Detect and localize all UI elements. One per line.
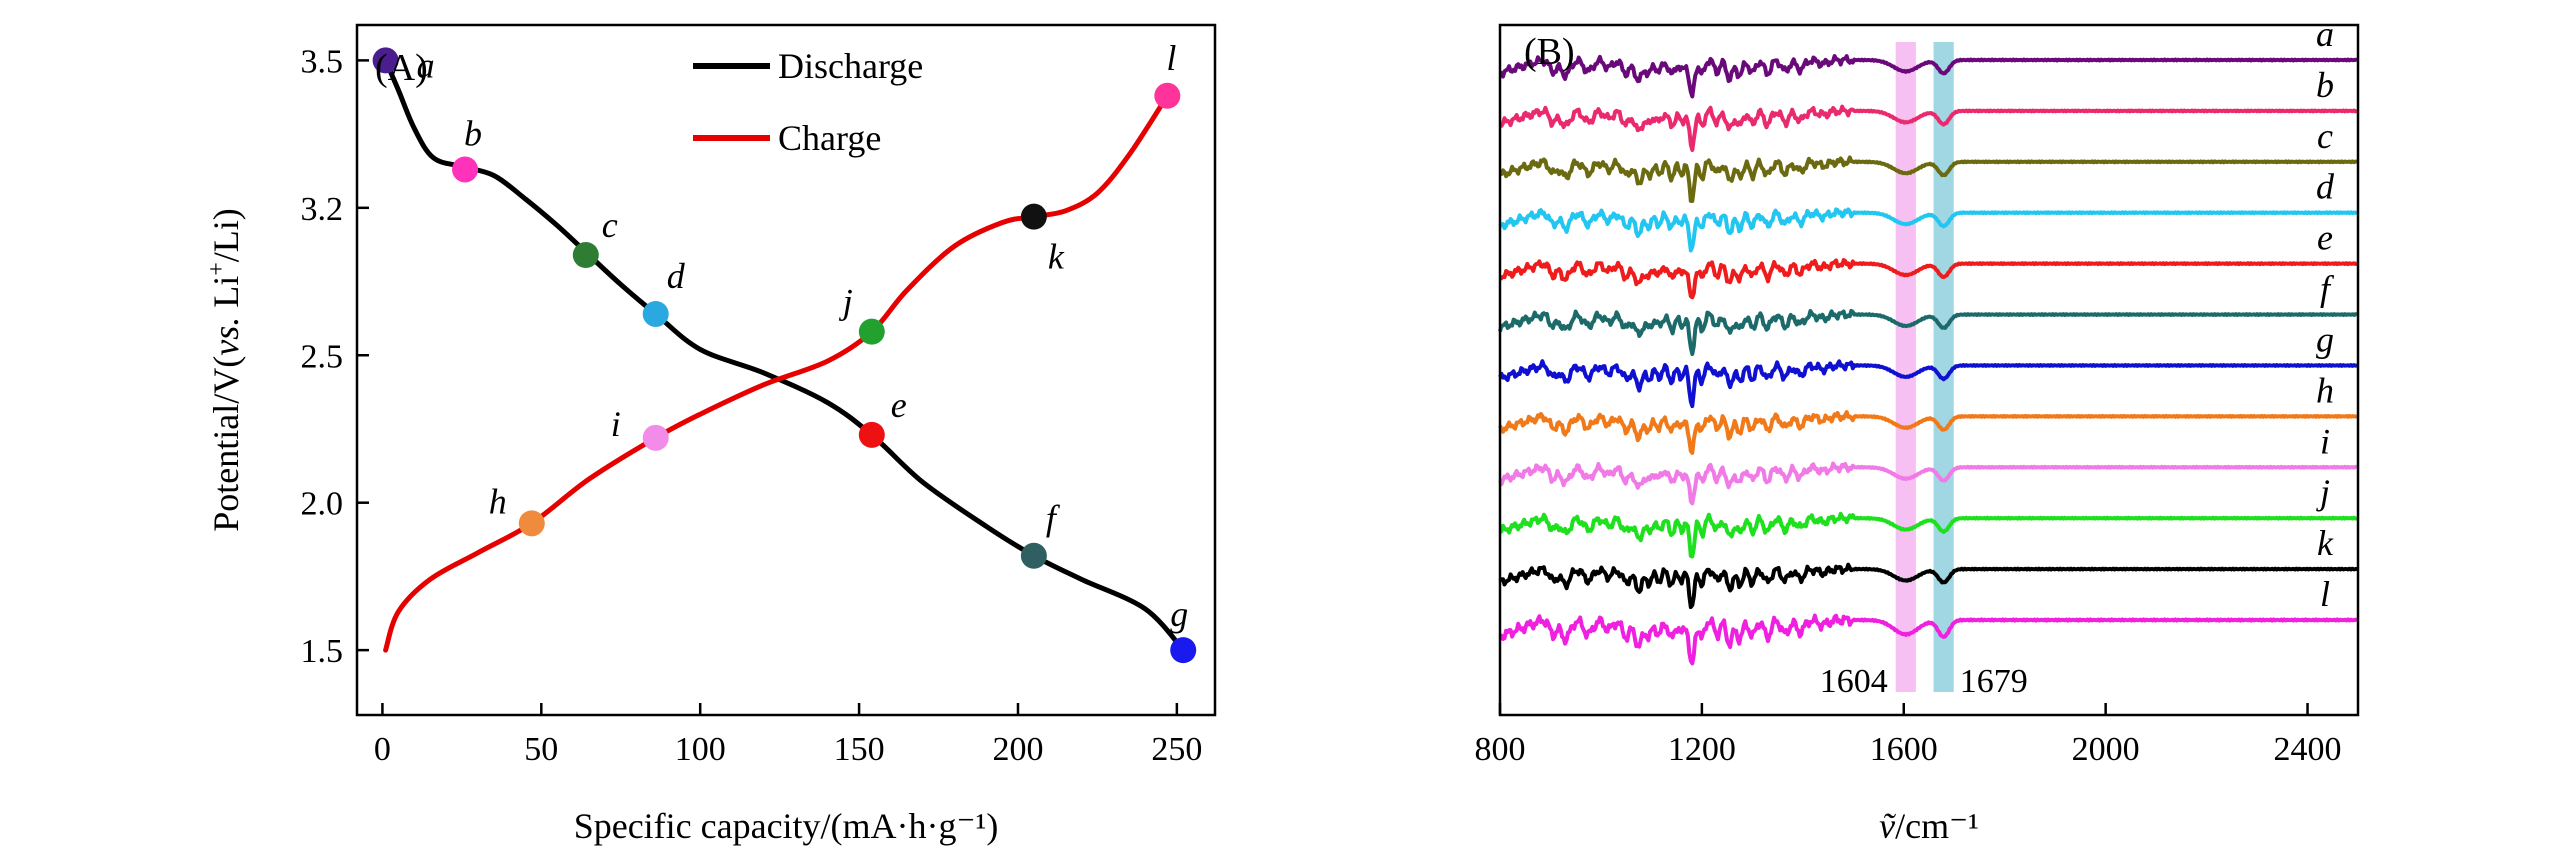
- panel-b-x-tick-label: 1600: [1870, 731, 1938, 768]
- panel-b-axes: 800 1200 1600 2000 2400: [1475, 703, 2342, 768]
- spectrum-g-label: g: [2316, 319, 2334, 359]
- panel-b-x-tick-label: 800: [1475, 731, 1526, 768]
- spectrum-j: [1498, 511, 2358, 559]
- spectrum-j-label: j: [2316, 472, 2330, 512]
- panel-a-x-tick-label: 200: [992, 731, 1043, 768]
- y-title-suffix: /Li): [206, 208, 246, 262]
- spectrum-h: [1498, 410, 2358, 455]
- panel-a-axes: 0 50 100 150 200 250 1.5 2.0 2.5 3.2 3.5: [301, 43, 1203, 768]
- panel-a-y-axis-title: Potential/V(vs. Li+/Li): [204, 208, 246, 532]
- spectrum-d: [1498, 207, 2358, 253]
- panel-a-y-tick-label: 2.0: [301, 486, 344, 523]
- spectrum-g: [1498, 359, 2358, 409]
- legend-charge-label: Charge: [778, 118, 881, 158]
- panel-a-frame: [355, 23, 1217, 717]
- marker-e-label: e: [891, 385, 907, 425]
- marker-i: [642, 424, 669, 451]
- marker-h-label: h: [489, 481, 507, 521]
- spectrum-a-label: a: [2316, 14, 2334, 54]
- panel-b-x-tick-label: 2400: [2274, 731, 2342, 768]
- panel-a-x-tick-label: 250: [1151, 731, 1202, 768]
- spectrum-l-label: l: [2320, 574, 2330, 614]
- band-1679-label: 1679: [1960, 663, 2028, 700]
- spectrum-f: [1498, 308, 2358, 356]
- marker-l: [1154, 82, 1181, 109]
- spectrum-e-label: e: [2317, 218, 2333, 258]
- marker-k-label: k: [1048, 237, 1065, 277]
- legend-discharge-label: Discharge: [778, 46, 923, 86]
- panel-b-x-tick-label: 2000: [2072, 731, 2140, 768]
- spectrum-d-label: d: [2316, 167, 2335, 207]
- x-title-unit: /cm⁻¹: [1895, 806, 1979, 846]
- marker-b-label: b: [464, 113, 482, 153]
- y-title-prefix: Potential/V(: [206, 356, 246, 532]
- panel-a-x-tick-label: 100: [675, 731, 726, 768]
- marker-g-label: g: [1170, 594, 1188, 634]
- marker-l-label: l: [1166, 38, 1176, 78]
- marker-i-label: i: [611, 404, 621, 444]
- marker-b: [452, 156, 479, 183]
- panel-a-markers: ab c d e f g h i j k l: [372, 38, 1197, 664]
- marker-j: [858, 318, 885, 345]
- spectrum-b-label: b: [2316, 65, 2334, 105]
- panel-a-label: (A): [375, 47, 428, 89]
- marker-f: [1020, 542, 1047, 569]
- spectrum-c: [1499, 155, 2358, 203]
- band-1604-label: 1604: [1820, 663, 1888, 700]
- spectrum-f-label: f: [2320, 269, 2335, 309]
- marker-j-label: j: [839, 282, 853, 322]
- y-title-plus: +: [204, 262, 230, 276]
- y-title-li: Li: [206, 276, 246, 317]
- spectrum-l: [1498, 613, 2358, 666]
- panel-a-x-tick-label: 50: [524, 731, 558, 768]
- panel-a-y-tick-label: 3.5: [301, 43, 344, 80]
- panel-a: ab c d e f g h i j k l 0 50 100 150 200 250 1.5 2.0 2.5 3.2…: [204, 23, 1217, 846]
- spectrum-c-label: c: [2317, 116, 2333, 156]
- panel-b-label: (B): [1524, 31, 1575, 73]
- marker-c: [572, 242, 599, 268]
- series-charge-line: [383, 93, 1170, 653]
- panel-a-x-tick-label: 150: [834, 731, 885, 768]
- marker-d-label: d: [667, 256, 686, 296]
- panel-a-y-tick-label: 1.5: [301, 633, 344, 670]
- panel-b-x-tick-label: 1200: [1668, 731, 1736, 768]
- panel-a-y-tick-label: 2.5: [301, 338, 344, 375]
- spectrum-a: [1498, 54, 2358, 99]
- band-1604: [1895, 42, 1916, 692]
- spectrum-k: [1498, 562, 2358, 610]
- marker-g: [1170, 637, 1197, 664]
- panel-a-x-axis-title: Specific capacity/(mA·h·g⁻¹): [574, 806, 999, 846]
- x-title-symbol: ṽ: [1879, 806, 1896, 846]
- spectrum-b: [1498, 104, 2359, 152]
- marker-e: [858, 421, 885, 448]
- panel-b-x-axis-title: ṽ/cm⁻¹: [1879, 806, 1979, 846]
- panel-a-legend: Discharge Charge: [693, 46, 923, 158]
- marker-a-label: a: [417, 45, 435, 85]
- spectrum-k-label: k: [2317, 523, 2334, 563]
- marker-d: [642, 300, 669, 327]
- marker-k: [1020, 203, 1047, 230]
- spectrum-e: [1498, 258, 2358, 300]
- marker-h: [518, 510, 545, 537]
- panel-a-x-tick-label: 0: [374, 731, 391, 768]
- spectrum-h-label: h: [2316, 370, 2334, 410]
- spectrum-i: [1498, 461, 2359, 506]
- marker-c-label: c: [602, 205, 618, 245]
- y-title-vs: vs.: [206, 317, 246, 356]
- marker-f-label: f: [1046, 498, 1061, 538]
- band-1679: [1933, 42, 1954, 692]
- panel-a-y-tick-label: 3.2: [301, 191, 344, 228]
- spectrum-i-label: i: [2320, 421, 2330, 461]
- panel-b-frame: [1498, 23, 2360, 717]
- marker-a: [372, 47, 399, 74]
